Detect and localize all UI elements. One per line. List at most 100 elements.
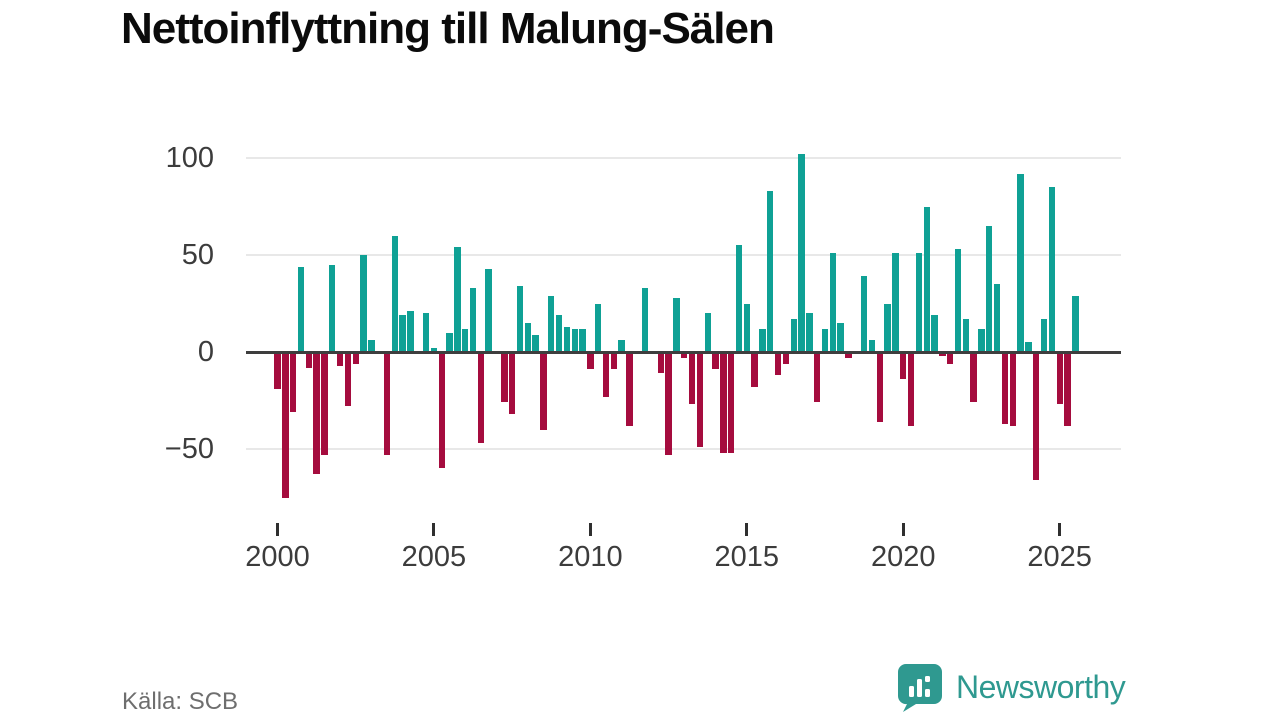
- x-label-2015: 2015: [714, 541, 780, 573]
- bar-2018-q4: [860, 276, 868, 352]
- bar-2001-q2: [313, 352, 320, 475]
- bar-2009-q3: [571, 328, 578, 352]
- bar-2014-q3: [727, 352, 735, 453]
- bar-2011-q4: [641, 287, 649, 352]
- source-label: Källa: SCB: [122, 688, 239, 715]
- bar-2016-q2: [782, 352, 790, 364]
- y-tick-label-50: 50: [181, 239, 214, 271]
- bar-2014-q1: [712, 352, 719, 370]
- bar-2014-q2: [720, 352, 727, 453]
- bar-2010-q1: [587, 352, 594, 370]
- bar-2018-q2: [845, 352, 852, 358]
- bar-2006-q3: [477, 352, 485, 444]
- bar-2013-q1: [681, 352, 688, 358]
- bar-2008-q2: [532, 334, 539, 352]
- bar-2003-q1: [368, 340, 375, 352]
- bar-2004-q2: [407, 311, 414, 352]
- bar-2005-q2: [438, 352, 445, 469]
- bar-2023-q1: [993, 284, 1001, 352]
- x-tick-2010: [588, 523, 592, 536]
- x-tick-2015: [745, 523, 749, 536]
- bar-2014-q4: [735, 245, 743, 352]
- bar-2006-q4: [485, 268, 492, 352]
- bar-2019-q4: [892, 253, 899, 352]
- bar-2021-q1: [931, 315, 938, 352]
- newsworthy-wordmark: Newsworthy: [956, 669, 1126, 705]
- bar-2010-q4: [610, 352, 618, 370]
- bar-2023-q4: [1017, 173, 1024, 352]
- bar-2022-q2: [970, 352, 977, 403]
- bar-2021-q2: [939, 352, 946, 356]
- bar-2003-q3: [383, 352, 391, 455]
- y-tick-label--50: −50: [164, 433, 214, 465]
- bar-2020-q4: [923, 206, 930, 352]
- newsworthy-logo: Newsworthy: [897, 663, 1126, 712]
- bar-2009-q4: [579, 328, 586, 352]
- x-label-2010: 2010: [558, 541, 623, 573]
- x-label-2020: 2020: [870, 541, 936, 573]
- bar-2017-q4: [829, 253, 837, 352]
- bar-2017-q3: [821, 328, 829, 352]
- bar-2025-q3: [1072, 295, 1079, 352]
- bar-2010-q3: [602, 352, 610, 397]
- bar-2024-q4: [1048, 187, 1056, 352]
- gridline--50: [246, 448, 1121, 450]
- bar-2000-q3: [289, 352, 297, 413]
- bar-2015-q3: [759, 328, 766, 352]
- bar-2012-q3: [665, 352, 672, 455]
- bar-2005-q4: [454, 247, 461, 352]
- bar-2006-q1: [462, 328, 469, 352]
- bar-2023-q2: [1001, 352, 1009, 424]
- bar-2023-q3: [1009, 352, 1016, 426]
- bar-2008-q1: [524, 322, 531, 352]
- bar-2022-q3: [978, 328, 985, 352]
- y-tick-label-100: 100: [165, 142, 214, 174]
- bar-2012-q2: [657, 352, 664, 374]
- bar-2018-q1: [837, 322, 844, 352]
- x-tick-2020: [901, 523, 905, 536]
- gridline-100: [246, 157, 1121, 159]
- bar-2008-q3: [540, 352, 547, 430]
- bar-2019-q3: [884, 303, 891, 352]
- bar-2009-q1: [555, 315, 563, 352]
- bar-2004-q4: [422, 313, 430, 352]
- x-tick-2000: [276, 523, 279, 536]
- bar-2000-q1: [274, 352, 281, 389]
- bar-2019-q1: [868, 340, 876, 352]
- bar-2021-q3: [946, 352, 954, 364]
- bar-2004-q1: [399, 315, 406, 352]
- bar-2000-q4: [297, 266, 305, 352]
- bar-2000-q2: [282, 352, 289, 498]
- bar-2011-q2: [626, 352, 633, 426]
- x-label-2000: 2000: [245, 541, 310, 573]
- bar-2021-q4: [954, 249, 962, 352]
- bar-2024-q3: [1040, 319, 1048, 352]
- bar-2001-q3: [321, 352, 328, 455]
- bar-2020-q2: [907, 352, 915, 426]
- bar-2024-q2: [1033, 352, 1040, 481]
- bar-2016-q4: [798, 154, 805, 352]
- newsworthy-logo-icon: [897, 663, 943, 712]
- bar-2012-q4: [673, 297, 680, 352]
- bar-2013-q4: [704, 313, 711, 352]
- gridline-50: [246, 254, 1121, 256]
- bar-2011-q1: [618, 340, 625, 352]
- bar-2025-q2: [1064, 352, 1071, 426]
- x-tick-2005: [432, 523, 436, 536]
- bar-2007-q3: [508, 352, 516, 415]
- bar-2016-q1: [774, 352, 782, 376]
- bar-2002-q4: [360, 255, 367, 352]
- bar-2013-q2: [688, 352, 696, 405]
- bar-2001-q4: [329, 264, 336, 352]
- bar-2005-q3: [446, 332, 453, 352]
- bar-2020-q1: [900, 352, 907, 380]
- bar-2010-q2: [595, 303, 602, 352]
- bar-2015-q1: [743, 303, 750, 352]
- y-tick-label-0: 0: [197, 336, 214, 368]
- bar-2013-q3: [696, 352, 704, 448]
- bar-2020-q3: [915, 253, 923, 352]
- bar-2002-q2: [344, 352, 352, 407]
- bar-2017-q2: [814, 352, 821, 403]
